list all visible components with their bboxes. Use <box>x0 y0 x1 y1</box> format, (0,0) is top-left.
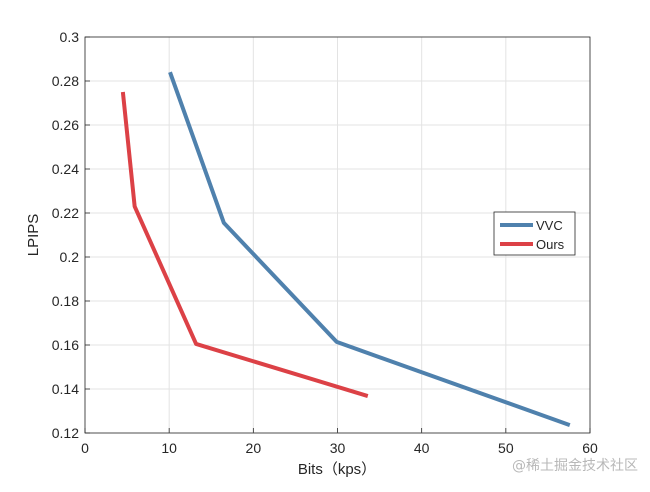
watermark: @稀土掘金技术社区 <box>512 458 638 474</box>
y-tick-label: 0.14 <box>52 381 79 397</box>
y-tick-label: 0.28 <box>52 73 79 89</box>
y-tick-label: 0.22 <box>52 205 79 221</box>
y-tick-label: 0.24 <box>52 161 79 177</box>
x-axis-label: Bits（kps） <box>298 461 376 478</box>
x-tick-label: 30 <box>330 440 346 456</box>
y-tick-label: 0.12 <box>52 425 79 441</box>
y-tick-label: 0.18 <box>52 293 79 309</box>
y-tick-label: 0.3 <box>60 29 80 45</box>
y-tick-label: 0.2 <box>60 249 80 265</box>
x-tick-label: 60 <box>582 440 598 456</box>
y-tick-label: 0.26 <box>52 117 79 133</box>
legend: VVC Ours <box>493 211 576 256</box>
x-tick-label: 10 <box>161 440 177 456</box>
x-tick-label: 50 <box>498 440 514 456</box>
x-tick-label: 40 <box>414 440 430 456</box>
legend-label-ours: Ours <box>536 237 565 252</box>
x-tick-label: 0 <box>81 440 89 456</box>
series-line-ours <box>120 91 369 398</box>
y-tick-label: 0.16 <box>52 337 79 353</box>
plot-box <box>84 36 591 434</box>
x-tick-label: 20 <box>246 440 262 456</box>
series-line-vvc <box>168 71 571 427</box>
y-axis-label: LPIPS <box>25 214 42 257</box>
series-lines <box>120 71 571 427</box>
legend-label-vvc: VVC <box>536 218 563 233</box>
tick-labels: 0 10 20 30 40 50 60 0.12 0.14 0.16 0.18 0.2 0.22 0.24… <box>52 29 598 456</box>
